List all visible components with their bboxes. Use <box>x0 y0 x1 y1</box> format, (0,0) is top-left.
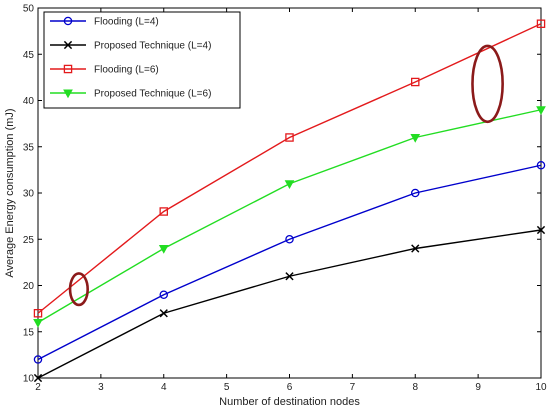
series-group <box>33 19 546 318</box>
y-tick-label: 25 <box>23 235 35 246</box>
annotations <box>68 44 504 307</box>
x-axis-label: Number of destination nodes <box>219 396 360 408</box>
x-tick-label: 9 <box>475 382 481 393</box>
x-tick-label: 8 <box>412 382 418 393</box>
x-tick-label: 10 <box>535 382 547 393</box>
y-axis-label: Average Energy consumption (mJ) <box>4 108 16 277</box>
legend-entry: Flooding (L=6) <box>50 65 159 76</box>
legend-entry: Proposed Technique (L=4) <box>50 41 211 52</box>
annotation-ellipse <box>471 44 504 124</box>
data-point <box>411 244 420 253</box>
data-point <box>63 64 73 74</box>
data-point <box>410 77 420 87</box>
data-point <box>63 40 73 50</box>
data-point <box>159 309 168 318</box>
x-tick-label: 4 <box>161 382 167 393</box>
legend-label: Proposed Technique (L=6) <box>94 89 211 100</box>
series-group <box>33 225 546 383</box>
legend-label: Proposed Technique (L=4) <box>94 41 211 52</box>
x-tick-label: 3 <box>98 382 104 393</box>
x-tick-label: 7 <box>350 382 356 393</box>
data-point <box>285 133 294 142</box>
data-point <box>33 319 43 328</box>
data-point <box>63 89 73 99</box>
data-point <box>63 16 73 26</box>
series-line <box>37 23 542 314</box>
x-tick-label: 5 <box>224 382 230 393</box>
data-point <box>536 160 546 170</box>
data-series <box>33 19 546 383</box>
legend-entry: Proposed Technique (L=6) <box>50 89 211 100</box>
y-tick-label: 50 <box>23 4 35 15</box>
legend-label: Flooding (L=4) <box>94 17 159 28</box>
y-tick-label: 35 <box>23 142 35 153</box>
y-tick-label: 20 <box>23 281 35 292</box>
data-point <box>285 272 294 281</box>
series-line <box>37 164 542 361</box>
series-group <box>33 160 546 364</box>
y-tick-label: 45 <box>23 50 35 61</box>
data-point <box>159 290 168 299</box>
data-point <box>536 225 546 235</box>
data-point <box>158 245 169 254</box>
data-point <box>284 180 295 189</box>
x-tick-label: 2 <box>35 382 41 393</box>
data-point <box>410 188 420 198</box>
y-tick-label: 10 <box>23 374 35 385</box>
legend-entry: Flooding (L=4) <box>50 17 159 28</box>
annotation-ellipse <box>68 272 89 307</box>
legend-label: Flooding (L=6) <box>94 65 159 76</box>
y-tick-label: 30 <box>23 189 35 200</box>
data-point <box>33 308 43 318</box>
data-point <box>536 106 546 115</box>
y-tick-label: 15 <box>23 327 35 338</box>
legend: Flooding (L=4) Proposed Technique (L=4) Fl… <box>43 11 241 109</box>
y-tick-label: 40 <box>23 96 35 107</box>
x-tick-label: 6 <box>287 382 293 393</box>
legend-box <box>43 11 241 109</box>
series-group <box>33 106 546 328</box>
data-point <box>33 355 43 364</box>
data-point <box>159 207 168 216</box>
data-point <box>33 373 43 383</box>
data-point <box>410 134 421 143</box>
data-point <box>285 234 294 244</box>
data-point <box>536 19 546 28</box>
